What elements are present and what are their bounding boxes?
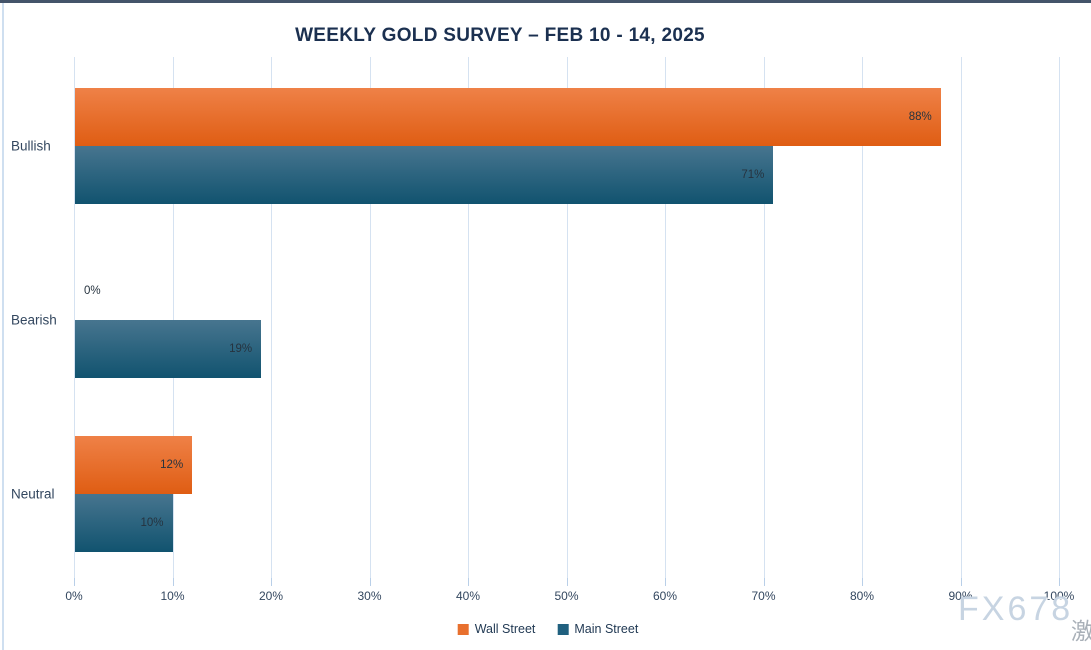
watermark-fx678: FX678 — [958, 590, 1074, 628]
data-label-wall-street-neutral: 12% — [160, 459, 184, 471]
left-edge-line — [2, 3, 4, 650]
gridline — [763, 57, 765, 578]
gridline — [271, 57, 272, 578]
x-axis-tick-mark — [74, 578, 75, 586]
x-axis-tick-mark — [369, 578, 371, 586]
category-label-neutral: Neutral — [11, 486, 55, 502]
x-tick-label: 60% — [652, 589, 678, 603]
category-label-bearish: Bearish — [11, 312, 57, 328]
legend-swatch-icon — [457, 623, 469, 635]
gridline — [172, 57, 174, 578]
x-axis-tick-mark — [960, 578, 962, 586]
bar-wall-street-neutral: 12% — [75, 436, 193, 494]
legend-item-wall-street: Wall Street — [457, 622, 536, 636]
x-tick-label: 80% — [849, 589, 875, 603]
x-tick-label: 10% — [160, 589, 185, 603]
x-axis-tick-mark — [172, 578, 174, 586]
bar-main-street-bullish: 71% — [75, 146, 774, 204]
x-axis-tick-mark — [1059, 578, 1060, 586]
x-tick-label: 70% — [751, 589, 776, 603]
x-axis-tick-mark — [665, 578, 666, 586]
x-tick-label: 20% — [258, 589, 284, 603]
x-tick-label: 30% — [357, 589, 382, 603]
gridline — [468, 57, 469, 578]
legend: Wall Street Main Street — [457, 622, 638, 636]
top-border-line — [0, 0, 1091, 3]
legend-label: Wall Street — [474, 622, 536, 636]
x-axis-tick-mark — [271, 578, 272, 586]
x-tick-label: 0% — [65, 589, 83, 603]
data-label-main-street-bullish: 71% — [741, 169, 765, 181]
gridline — [369, 57, 371, 578]
data-label-main-street-bearish: 19% — [229, 343, 253, 355]
gridline — [74, 57, 75, 578]
gridline — [960, 57, 962, 578]
legend-item-main-street: Main Street — [557, 622, 638, 636]
category-label-bullish: Bullish — [11, 138, 51, 154]
legend-swatch-icon — [557, 623, 569, 635]
gridline — [566, 57, 568, 578]
bar-wall-street-bullish: 88% — [75, 88, 941, 146]
data-label-wall-street-bullish: 88% — [908, 111, 932, 123]
x-axis-tick-mark — [862, 578, 863, 586]
x-tick-label: 90% — [948, 589, 973, 603]
watermark-cjk-character: 激 — [1071, 618, 1091, 644]
legend-label: Main Street — [574, 622, 639, 636]
x-axis-tick-mark — [763, 578, 765, 586]
data-label-wall-street-bearish: 0% — [84, 285, 101, 297]
x-tick-label: 50% — [554, 589, 579, 603]
x-tick-label: 40% — [455, 589, 481, 603]
x-axis-tick-mark — [468, 578, 469, 586]
bar-main-street-bearish: 19% — [75, 320, 262, 378]
data-label-main-street-neutral: 10% — [140, 517, 164, 529]
x-tick-label: 100% — [1043, 589, 1075, 603]
gridline — [665, 57, 666, 578]
gridline — [862, 57, 863, 578]
gridline — [1059, 57, 1060, 578]
bar-main-street-neutral: 10% — [75, 494, 173, 552]
chart-title: WEEKLY GOLD SURVEY – FEB 10 - 14, 2025 — [295, 25, 705, 46]
x-axis-tick-mark — [566, 578, 568, 586]
